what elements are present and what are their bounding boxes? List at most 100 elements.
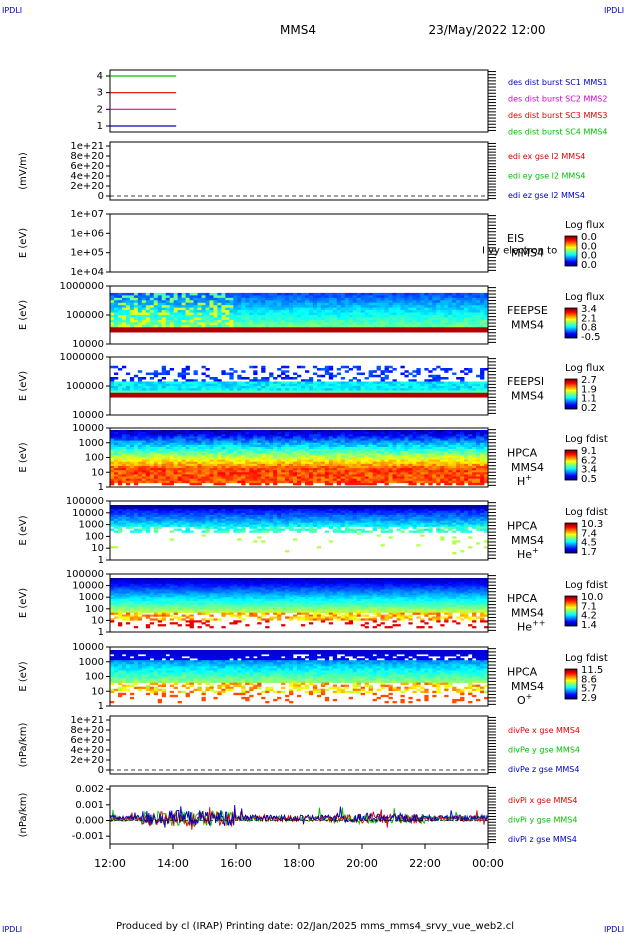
spectrogram-cell	[408, 472, 413, 475]
spectrogram-cell	[177, 436, 182, 439]
spectrogram-cell	[113, 315, 119, 318]
spectrogram-cell	[177, 461, 182, 465]
spectrogram-cell	[460, 436, 465, 439]
spectrogram-cell	[237, 319, 242, 323]
spectrogram-cell	[133, 480, 139, 484]
spectrogram-cell	[285, 451, 290, 454]
spectrogram-cell	[189, 455, 194, 458]
spectrogram-cell	[416, 480, 421, 484]
spectrogram-cell	[141, 438, 147, 441]
spectrogram-cell	[145, 461, 151, 465]
spectrogram-cell	[193, 300, 198, 304]
spectrogram-cell	[177, 440, 182, 443]
colorbar-cell	[565, 262, 577, 264]
spectrogram-cell	[273, 453, 278, 456]
spectrogram-cell	[312, 322, 318, 326]
spectrogram-cell	[173, 451, 178, 454]
spectrogram-cell	[185, 317, 190, 321]
spectrogram-cell	[312, 438, 318, 441]
spectrogram-cell	[324, 319, 330, 323]
spectrogram-cell	[189, 324, 194, 328]
spectrogram-cell	[213, 440, 218, 443]
spectrogram-cell	[412, 315, 417, 318]
spectrogram-cell	[285, 430, 290, 433]
spectrogram-cell	[181, 440, 186, 443]
spectrogram-cell	[169, 312, 174, 316]
spectrogram-cell	[412, 442, 417, 446]
spectrogram-cell	[424, 302, 429, 306]
spectrogram-cell	[265, 297, 270, 301]
spectrogram-cell	[157, 319, 163, 323]
spectrogram-cell	[293, 322, 298, 326]
spectrogram-cell	[113, 317, 119, 321]
spectrogram-cell	[213, 465, 218, 469]
spectrogram-cell	[432, 434, 437, 437]
spectrogram-cell	[233, 392, 238, 396]
spectrogram-cell	[121, 395, 127, 398]
spectrogram-cell	[217, 292, 222, 296]
spectrogram-cell	[245, 461, 250, 465]
spectrogram-cell	[189, 457, 194, 460]
spectrogram-cell	[265, 430, 270, 433]
spectrogram-cell	[177, 374, 182, 378]
spectrogram-cell	[233, 329, 238, 333]
spectrogram-cell	[412, 388, 417, 391]
spectrogram-cell	[368, 327, 373, 331]
spectrogram-cell	[428, 446, 433, 450]
spectrogram-cell	[265, 436, 270, 439]
spectrogram-cell	[133, 305, 139, 308]
spectrogram-cell	[241, 455, 246, 458]
spectrogram-cell	[185, 474, 190, 477]
spectrogram-cell	[460, 474, 465, 477]
spectrogram-cell	[436, 319, 441, 323]
spectrogram-cell	[133, 430, 139, 433]
spectrogram-cell	[293, 480, 298, 484]
spectrogram-cell	[157, 381, 163, 385]
spectrogram-cell	[249, 444, 254, 448]
spectrogram-cell	[392, 478, 397, 482]
spectrogram-cell	[217, 327, 222, 331]
spectrogram-cell	[149, 386, 155, 389]
spectrogram-cell	[110, 386, 115, 389]
spectrogram-cell	[273, 457, 278, 460]
spectrogram-cell	[177, 292, 182, 296]
spectrogram-cell	[269, 442, 274, 446]
spectrogram-cell	[372, 444, 377, 448]
corner-label-top-right: IPDLI	[604, 6, 624, 15]
spectrogram-cell	[328, 372, 334, 376]
spectrogram-cell	[229, 446, 234, 450]
spectrogram-cell	[169, 381, 174, 385]
spectrogram-cell	[416, 295, 421, 299]
spectrogram-cell	[217, 438, 222, 441]
spectrogram-cell	[253, 302, 258, 306]
spectrogram-cell	[400, 446, 405, 450]
spectrogram-cell	[157, 430, 163, 433]
spectrogram-cell	[110, 317, 115, 321]
spectrogram-cell	[157, 468, 163, 471]
spectrogram-cell	[392, 292, 397, 296]
spectrogram-cell	[141, 386, 147, 389]
spectrogram-cell	[460, 470, 465, 473]
spectrogram-cell	[328, 392, 334, 396]
spectrogram-cell	[265, 307, 270, 311]
spectrogram-cell	[189, 312, 194, 316]
spectrogram-cell	[424, 329, 429, 333]
spectrogram-cell	[185, 307, 190, 311]
spectrogram-cell	[281, 465, 286, 469]
spectrogram-cell	[456, 480, 461, 484]
spectrogram-cell	[320, 300, 326, 304]
spectrogram-cell	[269, 307, 274, 311]
spectrogram-cell	[476, 381, 481, 385]
spectrogram-cell	[293, 457, 298, 460]
spectrogram-cell	[440, 455, 445, 458]
spectrogram-cell	[392, 368, 397, 371]
spectrogram-cell	[452, 446, 457, 450]
spectrogram-cell	[304, 390, 310, 394]
spectrogram-cell	[237, 459, 242, 463]
spectrogram-cell	[121, 329, 127, 333]
spectrogram-cell	[145, 474, 151, 477]
spectrogram-cell	[352, 463, 357, 467]
spectrogram-cell	[285, 327, 290, 331]
spectrogram-cell	[185, 446, 190, 450]
colorbar-title: Log flux	[565, 363, 605, 374]
